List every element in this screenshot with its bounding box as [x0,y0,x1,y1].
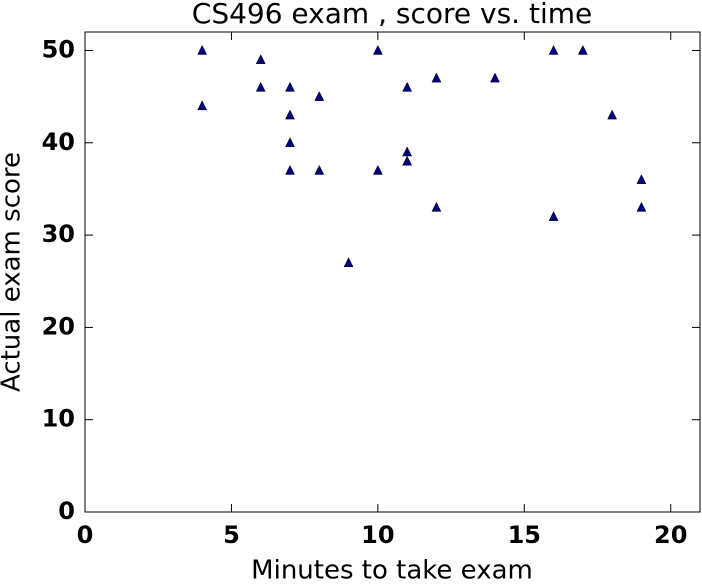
point [636,174,647,184]
point [402,146,413,157]
x-tick-label: 0 [77,521,94,549]
point [372,44,383,55]
point [255,81,266,92]
y-tick-label: 10 [42,405,75,433]
point [402,81,413,92]
point [577,44,588,55]
y-axis-label: Actual exam score [0,152,27,392]
x-tick-label: 10 [361,521,394,549]
x-tick-label: 15 [508,521,541,549]
point [314,91,325,101]
point [372,164,383,175]
point [343,257,354,268]
point [285,137,295,148]
y-tick-label: 40 [42,128,75,156]
point [431,72,442,83]
x-tick-label: 20 [654,521,687,549]
point [431,201,442,212]
point [402,155,413,166]
point [490,72,500,83]
x-tick-label: 5 [223,521,240,549]
y-tick-label: 20 [42,312,75,340]
point [636,201,647,212]
point [285,109,295,120]
point [197,44,208,55]
point [197,100,208,111]
point [285,81,295,92]
point [285,164,295,175]
y-tick-label: 50 [42,35,75,63]
point [314,164,325,175]
point [255,54,266,64]
point [548,44,559,55]
chart-title: CS496 exam , score vs. time [192,0,592,30]
y-tick-label: 30 [42,220,75,248]
point [548,211,559,221]
plot-frame [84,31,701,513]
y-tick-label: 0 [58,497,75,525]
x-axis-label: Minutes to take exam [251,556,533,586]
point [607,109,618,120]
